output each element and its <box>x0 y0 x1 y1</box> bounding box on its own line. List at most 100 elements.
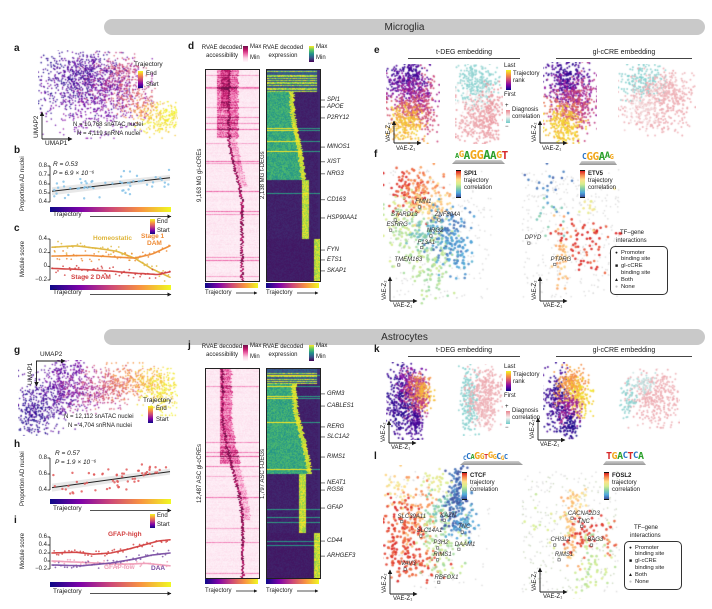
gene-label: NRG2 <box>426 228 444 235</box>
embedding-title-tdeg: t-DEG embedding <box>408 347 520 357</box>
tf-name-spi1: SPI1 <box>464 171 478 177</box>
heatmap-title-access-1: RVAE decoded <box>201 45 243 51</box>
vae-z2-label: VAE-Z₂ <box>532 280 538 300</box>
panel-label-b: b <box>14 145 21 156</box>
legend-title-trajectory: Trajectory <box>134 61 163 68</box>
heatmap-title-access-2: accessibility <box>205 53 238 59</box>
motif-letter: A <box>489 148 497 162</box>
gene-label: SLC1A2 <box>327 433 350 440</box>
axis-tick-label: 0.2 <box>38 249 47 256</box>
trajectory-colorbar-a <box>138 71 143 88</box>
gene-label: TNC <box>577 518 590 525</box>
motif-pedestal <box>460 461 523 465</box>
gene-label: RBFOX1 <box>434 574 459 581</box>
y-axis-label-c: Module score <box>20 240 26 277</box>
tf-legend-item: ■ gl-cCRE <box>614 263 664 270</box>
heatmap-j-accessibility <box>205 368 260 579</box>
tf-leg-1: trajectory <box>588 178 613 184</box>
motif-letter: G <box>611 450 618 462</box>
fosl2-correlation-colorbar <box>604 472 609 500</box>
trajectory-gradient-bar <box>50 207 171 212</box>
tf-legend-label: None <box>621 284 635 291</box>
trajectory-gradient-bar <box>50 285 171 290</box>
tf-leg-2: correlation <box>588 185 617 191</box>
y-axis-label-b: Proportion AD nuclei <box>20 156 26 211</box>
tf-legend-marker-none-icon: ● <box>614 284 619 291</box>
panel-label-a: a <box>14 43 20 54</box>
axis-tick-label: −0.2 <box>35 276 47 283</box>
motif-letter: G <box>496 149 502 161</box>
rank-first: First <box>504 92 516 98</box>
motif-letter: T <box>606 450 612 462</box>
viridis-colorbar-j <box>309 345 314 361</box>
panel-label-j: j <box>188 340 191 351</box>
tf-leg-2: correlation <box>464 185 493 191</box>
gene-label: SKAP1 <box>327 267 347 274</box>
x-axis-label-d2: Trajectory <box>266 290 293 296</box>
y-axis-label-i: Module score <box>20 532 26 569</box>
series-label-daa: DAA <box>151 565 166 572</box>
vae-z1-label: VAE-Z₁ <box>393 596 413 602</box>
x-axis-label-j2: Trajectory <box>266 588 293 594</box>
gene-label: CACNA2D3 <box>567 510 600 517</box>
trajectory-rank-colorbar <box>506 70 511 90</box>
gene-label: MINOS1 <box>327 143 351 150</box>
heatmap-ylabel-degs: 2,138 MG t-DEGs <box>260 151 266 199</box>
x-axis-label-h: Trajectory <box>53 505 82 512</box>
vae-z2-label: VAE-Z₂ <box>532 571 538 591</box>
tf-leg-1: trajectory <box>470 480 495 486</box>
gene-label: NRG3 <box>327 170 344 177</box>
axis-tick-label: 0.5 <box>38 189 47 196</box>
tf-name-ctcf: CTCF <box>470 473 486 479</box>
section-title-microglia: Microglia <box>384 21 425 33</box>
embedding-k-tdeg-diagnosis <box>455 364 503 436</box>
legend-start: Start <box>157 522 170 528</box>
panel-label-d: d <box>188 41 195 52</box>
nuclei-count-rna: N = 4,704 snRNA nuclei <box>68 423 132 429</box>
tf-legend-box-f: ● Promoter binding site ■ gl-cCRE binding sit… <box>610 246 668 295</box>
tf-legend-item: ▲ Both <box>628 572 678 579</box>
nuclei-count-rna: N = 4,119 snRNA nuclei <box>77 131 141 137</box>
motif-letter: G <box>492 453 497 462</box>
tf-legend-box-l: ● Promoter binding site ■ gl-cCRE binding sit… <box>624 541 682 590</box>
gene-label: GRM3 <box>327 390 345 397</box>
panel-label-c: c <box>14 223 20 234</box>
diag-title-1: Diagnosis <box>512 408 539 414</box>
axis-tick-label: 0.4 <box>38 541 47 548</box>
colorbar-min: Min <box>316 55 326 61</box>
diag-title-1: Diagnosis <box>512 107 539 113</box>
embedding-title-glccre: gl-cCRE embedding <box>556 347 692 357</box>
tf-name-etv5: ETV5 <box>588 171 604 177</box>
motif-letter: A <box>604 151 610 162</box>
gene-label: ARHGEF3 <box>327 552 356 559</box>
vae-z2-label: VAE-Z₂ <box>382 573 388 593</box>
heatmap-ylabel-ccres: 9,163 MG gl-cCREs <box>197 148 203 202</box>
gene-label: FYN <box>327 246 339 253</box>
embedding-e-tdeg-trajectory <box>386 64 440 144</box>
rank-title-1: Trajectory <box>513 372 540 378</box>
panel-label-e: e <box>374 45 380 56</box>
tf-legend-item: ● Promoter <box>628 545 678 552</box>
motif-letter: C <box>496 452 501 462</box>
motif-letter: G <box>609 153 614 162</box>
gene-label: RIMS1 <box>327 453 346 460</box>
tf-leg-1: trajectory <box>612 480 637 486</box>
gene-label: SLC14A1 <box>416 528 443 535</box>
y-axis-label-h: Proportion AD nuclei <box>20 451 26 506</box>
tf-legend-label2: binding site <box>635 551 665 558</box>
p-value-b: P = 6.9 × 10⁻⁶ <box>53 170 95 177</box>
tf-legend-marker-tri-icon: ▲ <box>614 277 619 284</box>
p-value-h: P = 1.9 × 10⁻⁶ <box>55 459 97 466</box>
tf-legend-title-2: interactions <box>630 533 661 539</box>
motif-letter: G <box>469 147 477 162</box>
nuclei-count-atac: N = 12,112 snATAC nuclei <box>64 414 134 420</box>
legend-end: End <box>157 219 168 225</box>
gene-label: GFAP <box>327 504 343 511</box>
axis-tick-label: 0.6 <box>38 470 47 477</box>
motif-letter: A <box>463 148 471 162</box>
diag-plus: + <box>505 404 509 410</box>
diag-title-2: correlation <box>512 415 541 421</box>
heatmap-title-expr-1: RVAE decoded <box>262 45 304 51</box>
